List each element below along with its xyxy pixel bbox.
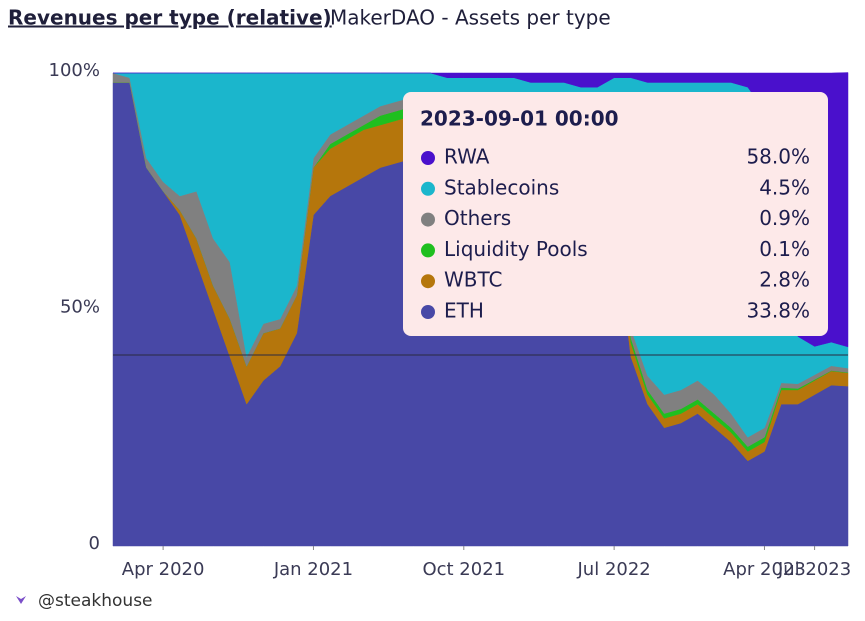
tooltip-name: ETH bbox=[444, 299, 484, 323]
x-tick-label: Apr 2020 bbox=[122, 559, 205, 580]
x-tick-label: Oct 2021 bbox=[422, 559, 505, 580]
tab-active[interactable]: Revenues per type (relative) bbox=[8, 6, 332, 30]
tooltip-box bbox=[403, 92, 828, 336]
tooltip-dot bbox=[421, 181, 435, 196]
y-tick-label: 100% bbox=[49, 60, 100, 81]
x-tick-label: Apr 2023 bbox=[723, 559, 806, 580]
tooltip-dot bbox=[421, 305, 435, 319]
footer-handle[interactable]: @steakhouse bbox=[38, 591, 153, 611]
y-tick-label: 50% bbox=[60, 297, 100, 318]
tooltip-name: Stablecoins bbox=[444, 175, 559, 199]
tab[interactable]: MakerDAO - Assets per type bbox=[330, 6, 611, 30]
tooltip-dot bbox=[421, 243, 435, 258]
tooltip-dot bbox=[421, 274, 435, 289]
logo bbox=[16, 596, 26, 604]
x-tick-label: Jul 2022 bbox=[577, 559, 651, 580]
tooltip-name: WBTC bbox=[444, 268, 503, 292]
tooltip-value: 0.9% bbox=[759, 206, 810, 230]
tooltip-name: Liquidity Pools bbox=[444, 237, 588, 261]
y-tick-label: 0 bbox=[89, 533, 100, 554]
x-tick-label: Jul 2023 bbox=[777, 559, 851, 580]
tooltip-value: 0.1% bbox=[759, 237, 810, 261]
tooltip-name: RWA bbox=[444, 145, 490, 169]
tooltip-value: 2.8% bbox=[759, 268, 810, 292]
tooltip-name: Others bbox=[444, 206, 511, 230]
tooltip-value: 4.5% bbox=[759, 175, 810, 199]
tooltip: 2023-09-01 00:00 RWA 58.0% Stablecoins 4.5%… bbox=[403, 92, 828, 336]
tooltip-title: 2023-09-01 00:00 bbox=[420, 107, 619, 131]
x-tick-label: Jan 2021 bbox=[273, 559, 353, 580]
tooltip-dot bbox=[421, 212, 435, 227]
tooltip-value: 33.8% bbox=[746, 299, 810, 323]
tooltip-dot bbox=[421, 151, 435, 165]
tooltip-value: 58.0% bbox=[746, 145, 810, 169]
